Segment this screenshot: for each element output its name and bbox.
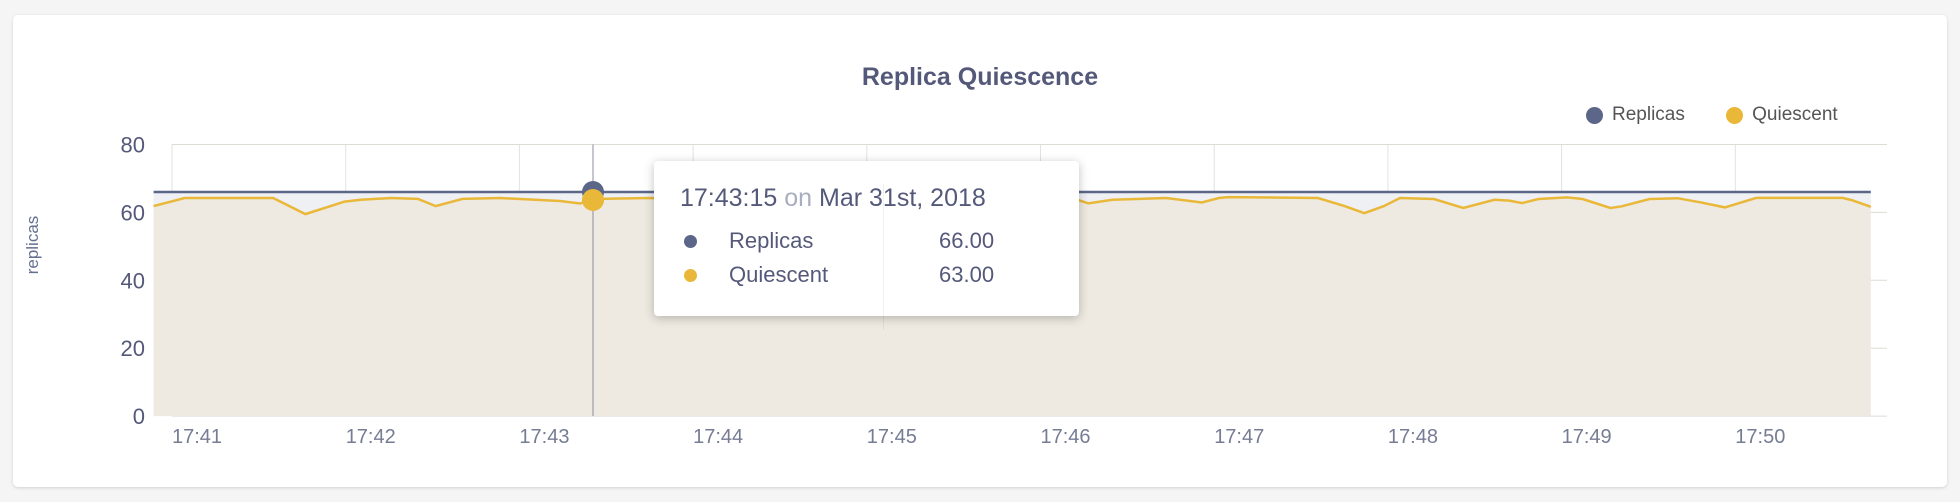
svg-text:20: 20 [121,336,145,361]
svg-text:17:49: 17:49 [1562,426,1612,448]
svg-text:17:46: 17:46 [1041,426,1091,448]
svg-text:60: 60 [121,200,145,225]
svg-text:17:47: 17:47 [1214,426,1264,448]
svg-text:17:42: 17:42 [346,426,396,448]
svg-text:40: 40 [121,268,145,293]
svg-text:17:43: 17:43 [519,426,569,448]
svg-text:80: 80 [121,133,145,158]
svg-text:17:50: 17:50 [1735,426,1785,448]
svg-text:0: 0 [133,404,145,429]
svg-text:17:44: 17:44 [693,426,743,448]
svg-text:17:48: 17:48 [1388,426,1438,448]
svg-text:17:45: 17:45 [867,426,917,448]
svg-text:17:41: 17:41 [172,426,222,448]
